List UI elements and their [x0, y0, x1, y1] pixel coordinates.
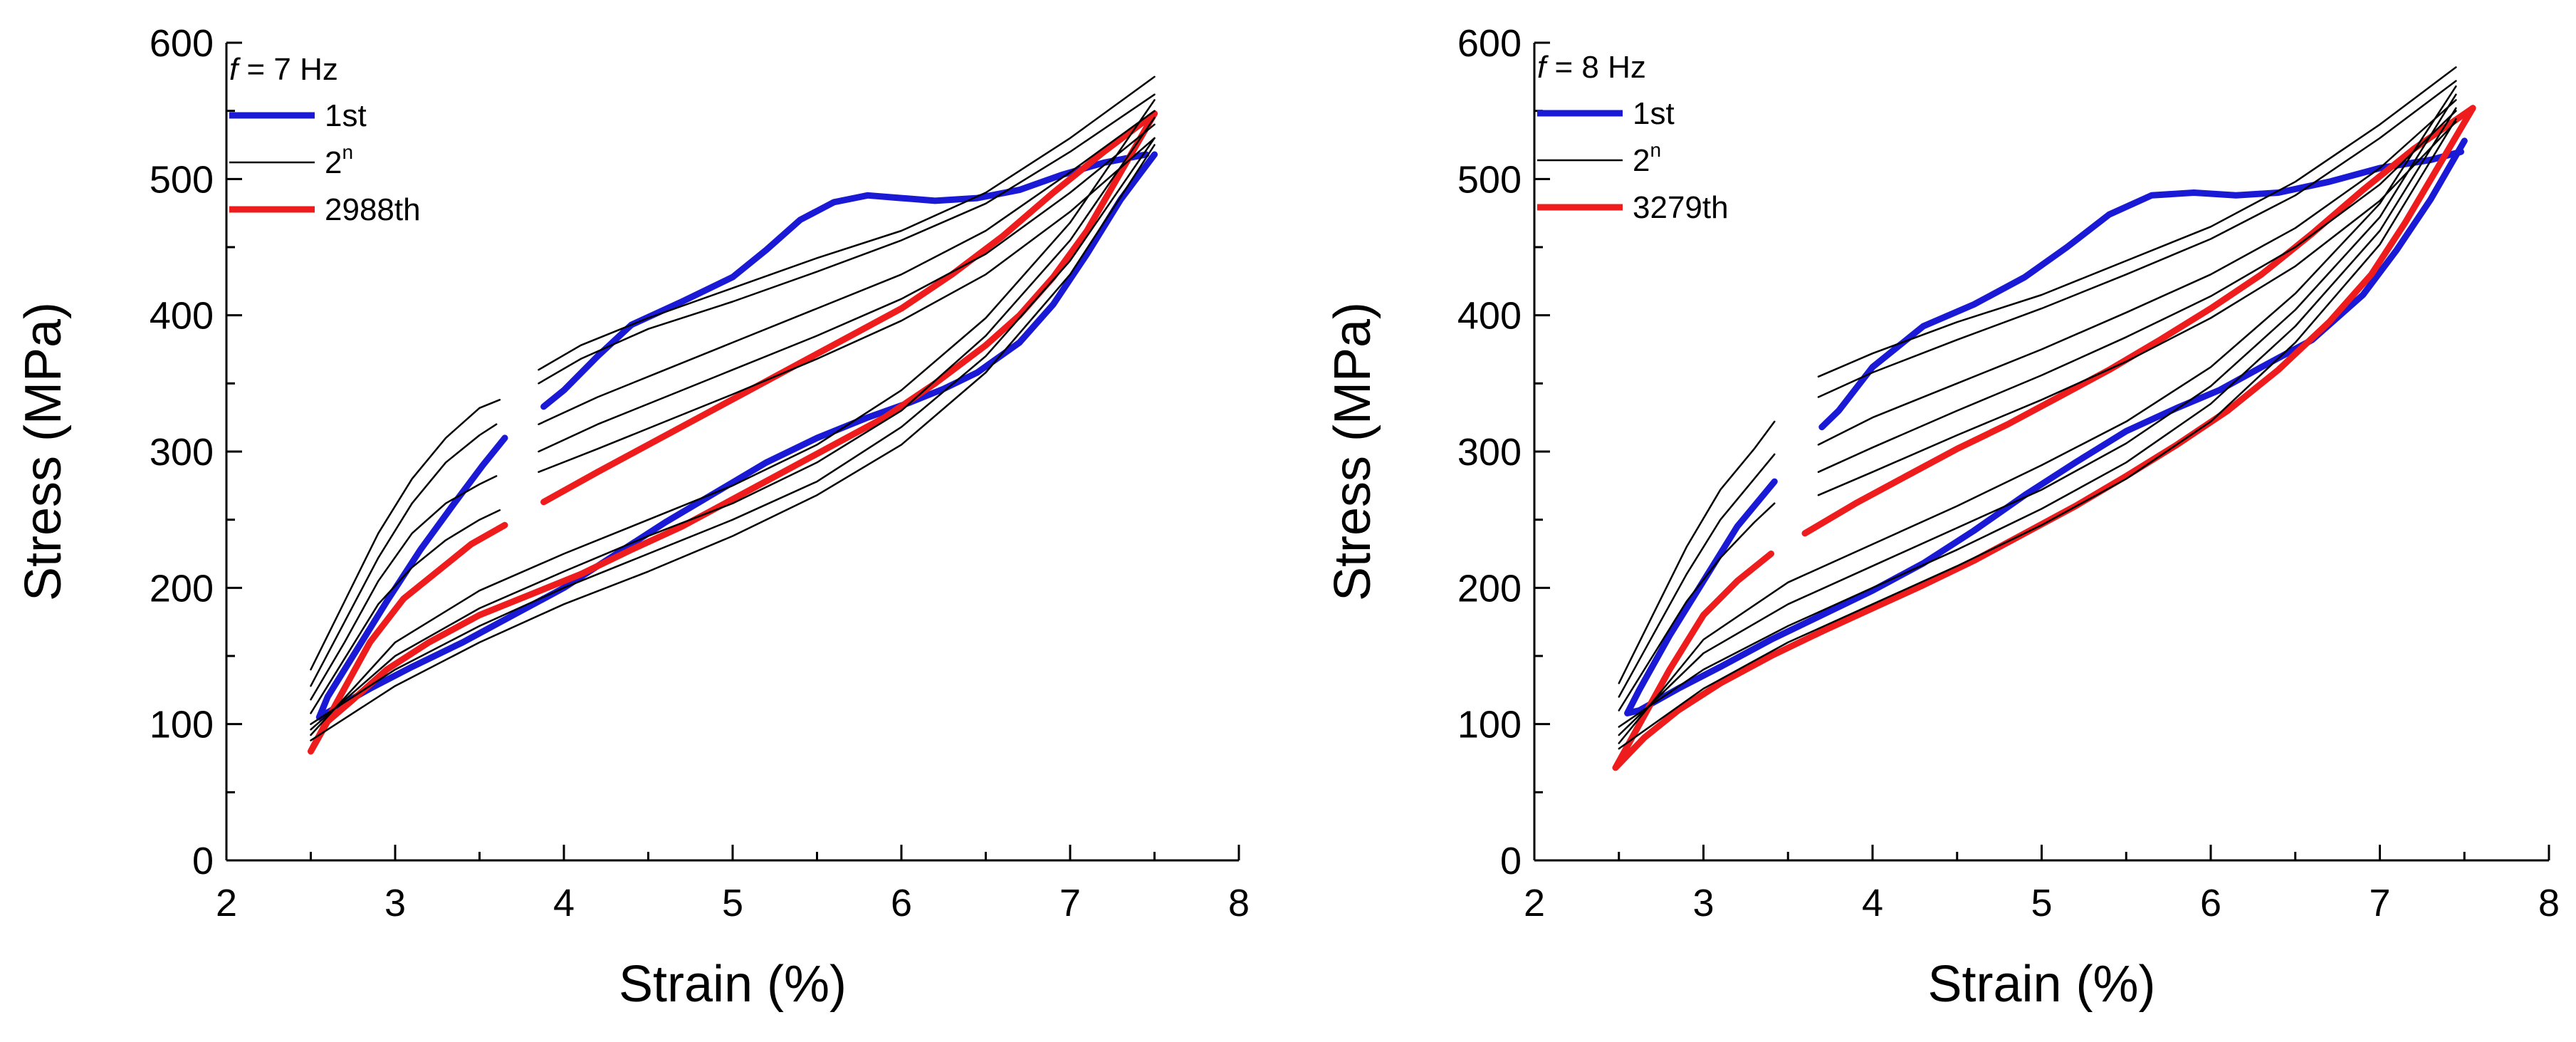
- right-series-2nd-c: [1618, 502, 1776, 712]
- right-series-2nd-u5: [1817, 120, 2457, 496]
- left-series-2nd-l1: [310, 137, 1156, 725]
- left-legend-label: 2n: [325, 141, 353, 180]
- left-frequency-annotation: f = 7 Hz: [229, 52, 338, 87]
- right-series-1st-upper: [1818, 148, 2464, 431]
- right-legend-label: 1st: [1633, 96, 1675, 131]
- right-x-tick-label: 2: [1524, 882, 1545, 924]
- right-x-tick-label: 5: [2031, 882, 2052, 924]
- left-y-tick-label: 500: [150, 158, 214, 201]
- right-legend-label: 2n: [1633, 139, 1661, 178]
- right-y-tick-label: 0: [1500, 840, 1522, 882]
- left-series-2988th: [308, 110, 1158, 755]
- right-legend-label: 3279th: [1633, 190, 1729, 225]
- left-x-tick-label: 2: [216, 882, 237, 924]
- right-series-2nd-b: [1618, 453, 1776, 698]
- left-series-2nd-u1: [538, 75, 1156, 371]
- right-x-tick-label: 4: [1862, 882, 1883, 924]
- left-x-tick-label: 3: [384, 882, 406, 924]
- right-y-tick-label: 500: [1457, 158, 1522, 201]
- right-series-2nd-l1: [1618, 107, 2457, 728]
- left-legend-label: 2988th: [325, 192, 421, 227]
- left-series-2nd-d: [310, 509, 501, 714]
- left-series-2nd-l2: [310, 116, 1156, 731]
- left-x-tick-label: 5: [722, 882, 743, 924]
- right-series-1st: [1624, 137, 2468, 717]
- left-legend-label: 1st: [325, 98, 367, 133]
- left-x-tick-label: 6: [891, 882, 912, 924]
- right-x-tick-label: 6: [2200, 882, 2221, 924]
- right-x-tick-label: 8: [2538, 882, 2560, 924]
- right-series-2nd-l4: [1618, 118, 2457, 750]
- right-y-tick-label: 400: [1457, 295, 1522, 338]
- right-series-2nd-u4: [1817, 110, 2457, 473]
- left-series-2nd-c: [310, 475, 498, 701]
- left-x-tick-label: 8: [1228, 882, 1250, 924]
- left-series-2nd-l4: [310, 144, 1156, 741]
- right-y-axis-title: Stress (MPa): [1324, 302, 1381, 601]
- right-y-tick-label: 200: [1457, 567, 1522, 610]
- left-series-2988th-upper: [540, 110, 1158, 506]
- left-series-2nd-u3: [538, 110, 1156, 425]
- left-series-2nd-b: [310, 423, 498, 687]
- right-series-3279th-upper: [1801, 105, 2476, 537]
- left-series-2nd-a: [310, 399, 501, 671]
- left-chart-panel: 2 3 4 5 6 7 8 0 100 200 300 400 500 600 Strain (%) Stre…: [15, 22, 1250, 1013]
- left-series-1st-upper: [540, 151, 1150, 410]
- right-frequency-annotation: f = 8 Hz: [1537, 50, 1646, 85]
- right-y-tick-label: 100: [1457, 704, 1522, 746]
- right-series-2nd-a: [1618, 420, 1776, 684]
- right-series-2nd-u2: [1817, 80, 2457, 398]
- left-y-axis-title: Stress (MPa): [15, 302, 72, 601]
- left-x-tick-label: 7: [1059, 882, 1081, 924]
- left-x-axis-title: Strain (%): [619, 956, 847, 1013]
- right-series-2nd-l3: [1618, 85, 2457, 744]
- right-y-tick-label: 300: [1457, 431, 1522, 474]
- left-x-tick-label: 4: [553, 882, 575, 924]
- right-chart-panel: 2 3 4 5 6 7 8 0 100 200 300 400 500 600 Strain (%) Stre…: [1324, 22, 2560, 1013]
- left-y-tick-label: 600: [150, 22, 214, 65]
- left-y-tick-label: 0: [192, 840, 214, 882]
- right-series-3279th: [1612, 105, 2476, 771]
- right-series-2nd-u1: [1817, 66, 2457, 378]
- right-x-tick-label: 7: [2369, 882, 2390, 924]
- left-y-tick-label: 300: [150, 431, 214, 474]
- left-series-2nd-u2: [538, 93, 1156, 385]
- right-series-2nd-l2: [1618, 93, 2457, 736]
- left-series-2nd-l3: [310, 99, 1156, 736]
- left-series-2nd-u4: [538, 123, 1156, 453]
- left-y-tick-label: 200: [150, 567, 214, 610]
- left-y-tick-label: 400: [150, 295, 214, 338]
- left-y-tick-label: 100: [150, 704, 214, 746]
- right-series-2nd-u3: [1817, 99, 2457, 446]
- right-y-tick-label: 600: [1457, 22, 1522, 65]
- right-x-tick-label: 3: [1692, 882, 1714, 924]
- left-series-2nd-u5: [538, 137, 1156, 473]
- right-x-axis-title: Strain (%): [1927, 956, 2155, 1013]
